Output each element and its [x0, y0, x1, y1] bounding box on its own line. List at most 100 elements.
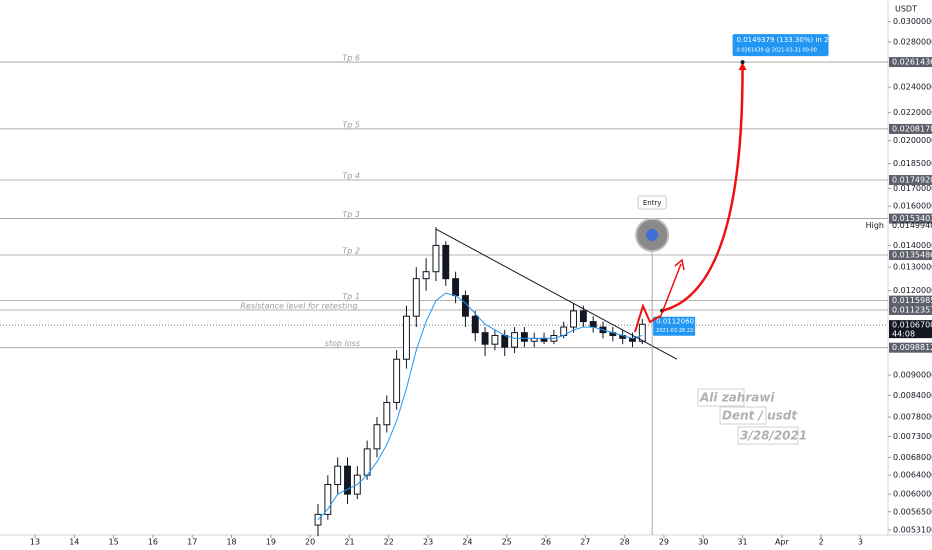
- candle-body: [432, 244, 440, 273]
- entry-price: 0.0112060: [656, 318, 694, 326]
- x-tick-label: 26: [541, 538, 551, 547]
- price-tag: [889, 213, 932, 224]
- candle-body: [452, 278, 460, 297]
- y-tick-label: 0.0280000: [893, 37, 932, 46]
- x-tick-label: 13: [30, 538, 40, 547]
- projection-end: [740, 60, 745, 65]
- candle: [324, 475, 332, 520]
- y-tick-label: 0.0220000: [893, 108, 932, 117]
- projection-arrowhead: [738, 62, 747, 71]
- candle: [344, 457, 351, 505]
- price-tag: [889, 342, 932, 353]
- candle-body: [422, 271, 430, 280]
- price-tag-label: 0.0208178: [892, 124, 932, 133]
- y-tick-label: 0.0130000: [893, 263, 932, 272]
- y-tick-label: 0.0185000: [893, 159, 932, 168]
- currency: USDT: [895, 5, 917, 14]
- x-tick-label: 21: [344, 538, 354, 547]
- candle-body: [501, 334, 509, 348]
- candle: [422, 258, 430, 291]
- x-tick-label: 15: [109, 538, 119, 547]
- level-name: Tp 1: [342, 292, 360, 301]
- level-name: Tp 3: [342, 210, 360, 219]
- candle: [442, 241, 450, 286]
- level-name: stop loss: [325, 339, 360, 348]
- red-arrowhead: [674, 258, 685, 271]
- red-arrow: [659, 263, 682, 319]
- high-label: 0.0149940: [892, 221, 932, 230]
- y-tick-label: 0.0090000: [893, 371, 932, 380]
- y-tick-label: 0.0140000: [893, 241, 932, 250]
- y-tick-label: 0.0084000: [893, 391, 932, 400]
- price-tag: [889, 175, 932, 186]
- price-tag-label: 0.0261436: [892, 58, 932, 67]
- red-zigzag: [634, 303, 661, 333]
- price-tag: [889, 57, 932, 68]
- candle: [383, 395, 391, 433]
- y-tick-label: 0.0170000: [893, 184, 932, 193]
- price-tag-label: 0.0174920: [892, 176, 932, 185]
- candle: [511, 327, 519, 354]
- projection-box: [732, 34, 829, 57]
- candle: [412, 267, 420, 328]
- price-tag: [889, 123, 932, 134]
- candle-body: [412, 278, 420, 317]
- y-tick-label: 0.0240000: [893, 83, 932, 92]
- x-tick-label: 18: [226, 538, 236, 547]
- price-tag: [889, 295, 932, 306]
- candle: [432, 227, 440, 282]
- candle: [393, 350, 401, 410]
- candle: [491, 329, 499, 351]
- candle-body: [442, 244, 450, 280]
- x-tick-label: 16: [148, 538, 158, 547]
- annotation: Ali zahrawi: [699, 391, 775, 405]
- x-tick-label: 25: [502, 538, 512, 547]
- projection-summary: 0.0149379 (133.30%) in 2d 2h: [737, 36, 845, 44]
- candle-body: [334, 465, 342, 485]
- price-tag-label: 0.0112357: [892, 305, 932, 314]
- entry-box: [637, 195, 667, 210]
- x-tick-label: 2: [819, 538, 824, 547]
- y-tick-label: 0.0078000: [893, 413, 932, 422]
- candle: [570, 303, 577, 333]
- y-tick-label: 0.0160000: [893, 202, 932, 211]
- projection-detail: 0.0261439 @ 2021-03-31 00:00: [737, 48, 817, 54]
- candle: [471, 310, 479, 342]
- x-tick-label: 27: [580, 538, 590, 547]
- countdown: 44:08: [892, 330, 915, 339]
- projection-sketch: [634, 258, 685, 333]
- candle: [481, 327, 489, 357]
- y-tick-label: 0.0060000: [893, 490, 932, 499]
- y-tick-label: 0.0053100: [893, 525, 932, 534]
- candle-body: [393, 358, 401, 403]
- price-tag: [889, 250, 932, 261]
- entry-icon-inner: [646, 229, 659, 241]
- candle: [334, 457, 342, 495]
- level-name: Resistance level for retesting.: [240, 301, 360, 310]
- x-tick-label: 20: [305, 538, 315, 547]
- x-tick-label: Apr: [775, 538, 790, 547]
- x-tick-label: 31: [737, 538, 747, 547]
- price-tag-label: 0.0153403: [892, 214, 932, 223]
- last-price-label: 0.0106700: [892, 321, 932, 330]
- price-tag-label: 0.0135486: [892, 251, 932, 260]
- x-tick-label: 19: [266, 538, 276, 547]
- price-tag: [889, 304, 932, 315]
- x-tick-label: 29: [659, 538, 669, 547]
- candle-body: [579, 310, 587, 323]
- x-tick-label: 28: [620, 538, 630, 547]
- high-name: High: [866, 221, 884, 230]
- price-tag-label: 0.0098812: [892, 343, 932, 352]
- price-tag-label: 0.0115985: [892, 296, 932, 305]
- annotation-box: [719, 406, 767, 425]
- x-tick-label: 23: [423, 538, 433, 547]
- annotation: Dent / usdt: [722, 409, 798, 423]
- annotation-box: [737, 426, 799, 445]
- candle-body: [570, 310, 577, 328]
- candle-body: [383, 401, 391, 426]
- level-name: Tp 4: [342, 172, 360, 181]
- entry-time: 2021-03-28 22:00: [656, 328, 701, 334]
- candle: [638, 318, 646, 345]
- entry-price-box: [653, 316, 696, 336]
